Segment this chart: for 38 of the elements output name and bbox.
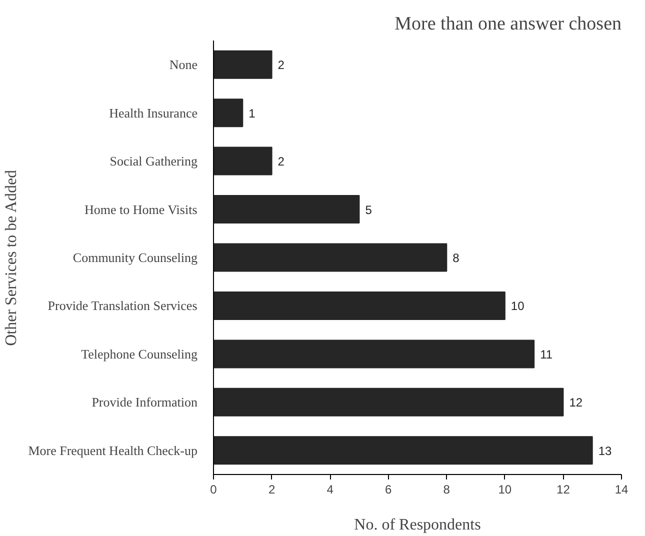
data-label: 2 xyxy=(278,154,285,169)
bar xyxy=(214,340,535,368)
y-tick-label: Provide Translation Services xyxy=(48,298,198,314)
bar xyxy=(214,146,272,176)
x-tick-label: 10 xyxy=(498,482,512,496)
y-tick-label: Provide Information xyxy=(92,394,198,410)
data-label: 13 xyxy=(598,444,612,458)
data-label: 1 xyxy=(248,106,256,120)
bar xyxy=(214,243,448,272)
x-tick-label: 8 xyxy=(443,482,450,496)
y-tick-label: Community Counseling xyxy=(72,250,198,265)
bar xyxy=(214,291,506,320)
data-label: 12 xyxy=(569,396,583,410)
x-tick-label: 12 xyxy=(556,482,570,496)
bar xyxy=(214,98,244,128)
data-label: 11 xyxy=(540,347,553,362)
y-axis-title: Other Services to be Added xyxy=(3,170,20,346)
x-axis-title: No. of Respondents xyxy=(354,516,481,534)
y-tick-label: Home to Home Visits xyxy=(84,202,198,217)
data-label: 8 xyxy=(452,251,460,265)
data-label: 5 xyxy=(365,202,372,217)
x-tick-label: 2 xyxy=(268,482,276,496)
bar xyxy=(214,388,564,416)
chart-title: More than one answer chosen xyxy=(394,14,622,34)
x-tick-label: 4 xyxy=(326,482,334,496)
data-label: 10 xyxy=(510,299,525,314)
x-tick-label: 0 xyxy=(210,482,218,496)
bar xyxy=(214,50,272,79)
data-label: 2 xyxy=(278,58,285,72)
y-tick-label: Health Insurance xyxy=(109,105,198,120)
x-tick-label: 6 xyxy=(385,482,392,496)
x-tick-label: 14 xyxy=(614,482,628,496)
y-tick-label: More Frequent Health Check-up xyxy=(28,442,198,458)
y-tick-label: Social Gathering xyxy=(110,154,198,169)
y-tick-label: None xyxy=(169,57,198,72)
y-tick-label: Telephone Counseling xyxy=(81,346,198,362)
bar xyxy=(214,195,360,224)
bar xyxy=(214,436,593,465)
